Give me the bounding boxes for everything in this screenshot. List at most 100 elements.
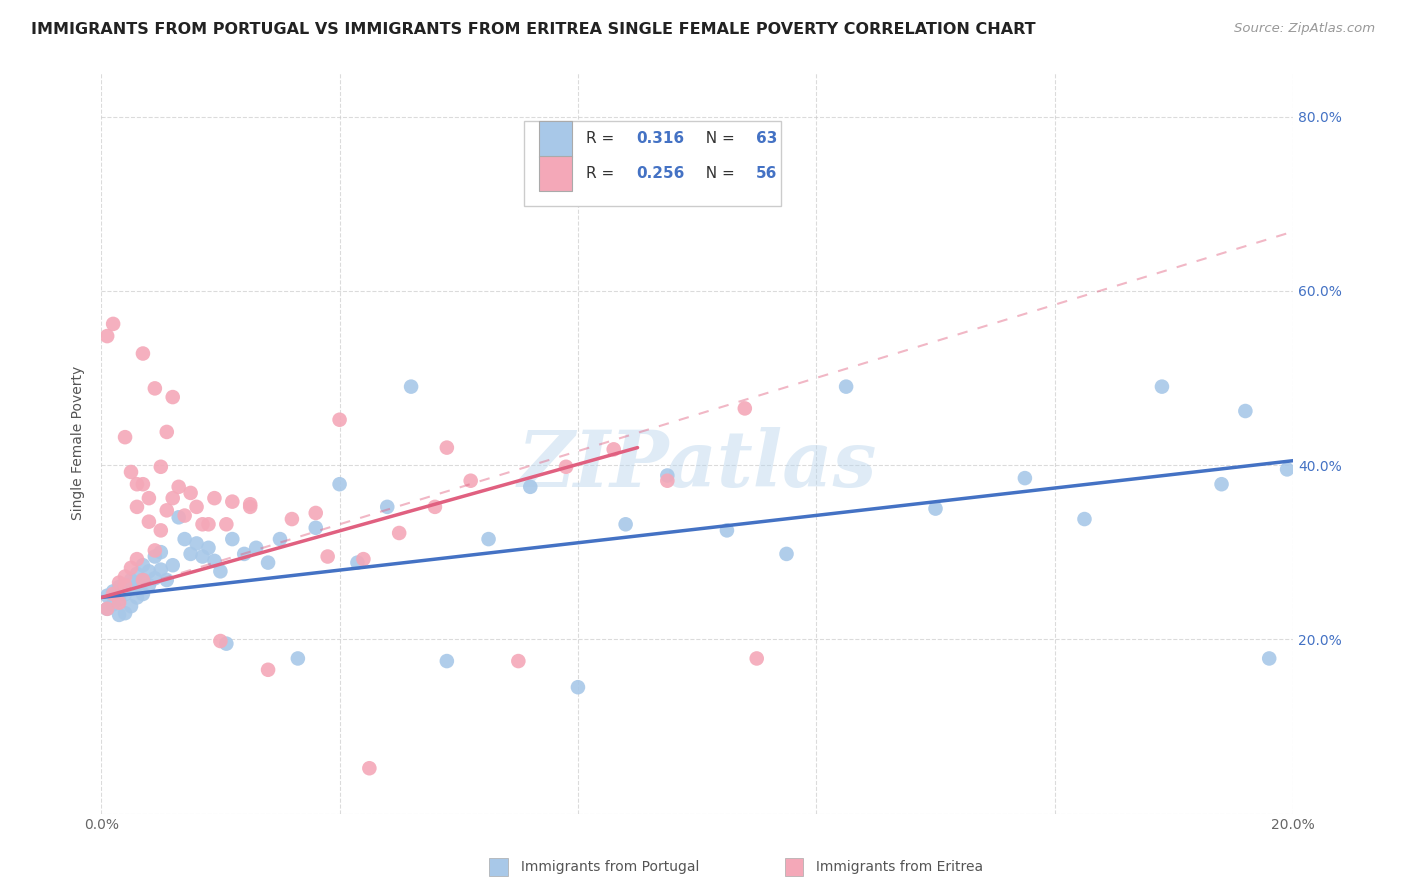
Point xyxy=(108,596,131,610)
Point xyxy=(125,552,148,566)
Point xyxy=(239,500,262,514)
Point xyxy=(180,486,202,500)
Point xyxy=(657,474,679,488)
Point xyxy=(132,573,155,587)
Point xyxy=(125,591,148,605)
Point xyxy=(132,346,155,360)
Point xyxy=(1014,471,1036,485)
Point xyxy=(149,459,172,474)
Point xyxy=(101,598,124,612)
Point xyxy=(1234,404,1257,418)
Point xyxy=(149,563,172,577)
Point xyxy=(1275,462,1298,476)
Point xyxy=(305,521,328,535)
Point xyxy=(924,501,946,516)
Point xyxy=(329,413,352,427)
Point xyxy=(114,430,136,444)
Point xyxy=(186,500,208,514)
Point xyxy=(1211,477,1233,491)
Point xyxy=(114,606,136,620)
Point xyxy=(138,565,160,579)
Point xyxy=(257,556,280,570)
Point xyxy=(162,558,184,573)
Point xyxy=(221,532,243,546)
Point xyxy=(156,425,179,439)
Point xyxy=(436,441,458,455)
Point xyxy=(120,561,142,575)
Point xyxy=(423,500,446,514)
Point xyxy=(477,532,499,546)
Point xyxy=(101,587,124,601)
Point xyxy=(162,491,184,505)
Point xyxy=(167,510,190,524)
Point xyxy=(186,536,208,550)
Point xyxy=(114,578,136,592)
Point xyxy=(281,512,304,526)
Text: 0.256: 0.256 xyxy=(637,166,685,181)
Point xyxy=(96,589,118,603)
Point xyxy=(125,566,148,581)
Point xyxy=(204,491,226,505)
Point xyxy=(120,465,142,479)
Point xyxy=(138,515,160,529)
Point xyxy=(191,517,214,532)
Point xyxy=(108,580,131,594)
Point xyxy=(209,634,232,648)
Text: N =: N = xyxy=(696,166,740,181)
Point xyxy=(96,602,118,616)
Point xyxy=(352,552,374,566)
Point xyxy=(156,573,179,587)
Point xyxy=(375,500,398,514)
Point xyxy=(519,480,541,494)
Point xyxy=(460,474,482,488)
Point xyxy=(555,459,578,474)
Point xyxy=(359,761,381,775)
Point xyxy=(96,329,118,343)
Point xyxy=(114,587,136,601)
Point xyxy=(120,582,142,596)
Point xyxy=(657,468,679,483)
Bar xyxy=(538,156,572,192)
Point xyxy=(716,524,738,538)
Point xyxy=(305,506,328,520)
Point xyxy=(388,526,411,541)
Point xyxy=(167,480,190,494)
Text: 56: 56 xyxy=(755,166,778,181)
Point xyxy=(120,573,142,587)
Point xyxy=(114,569,136,583)
Point xyxy=(191,549,214,564)
Text: N =: N = xyxy=(696,131,740,146)
Point xyxy=(257,663,280,677)
Text: 0.316: 0.316 xyxy=(637,131,685,146)
Point xyxy=(1258,651,1281,665)
Point xyxy=(138,491,160,505)
Point xyxy=(197,517,219,532)
Point xyxy=(233,547,256,561)
Text: Immigrants from Eritrea: Immigrants from Eritrea xyxy=(794,860,984,874)
Bar xyxy=(524,121,780,206)
Point xyxy=(132,587,155,601)
Point xyxy=(835,379,858,393)
Text: Source: ZipAtlas.com: Source: ZipAtlas.com xyxy=(1234,22,1375,36)
Point xyxy=(101,584,124,599)
Point xyxy=(614,517,637,532)
Point xyxy=(132,558,155,573)
Point xyxy=(143,381,166,395)
Point xyxy=(567,680,589,694)
Point xyxy=(221,494,243,508)
Y-axis label: Single Female Poverty: Single Female Poverty xyxy=(72,366,86,520)
Text: Immigrants from Portugal: Immigrants from Portugal xyxy=(499,860,700,874)
Point xyxy=(138,578,160,592)
Text: 63: 63 xyxy=(755,131,778,146)
Text: R =: R = xyxy=(586,166,620,181)
Point xyxy=(149,545,172,559)
Point xyxy=(508,654,530,668)
Point xyxy=(125,477,148,491)
Point xyxy=(125,578,148,592)
Point xyxy=(399,379,422,393)
Point xyxy=(156,503,179,517)
Point xyxy=(132,573,155,587)
Point xyxy=(745,651,768,665)
Point xyxy=(1073,512,1095,526)
Point xyxy=(162,390,184,404)
